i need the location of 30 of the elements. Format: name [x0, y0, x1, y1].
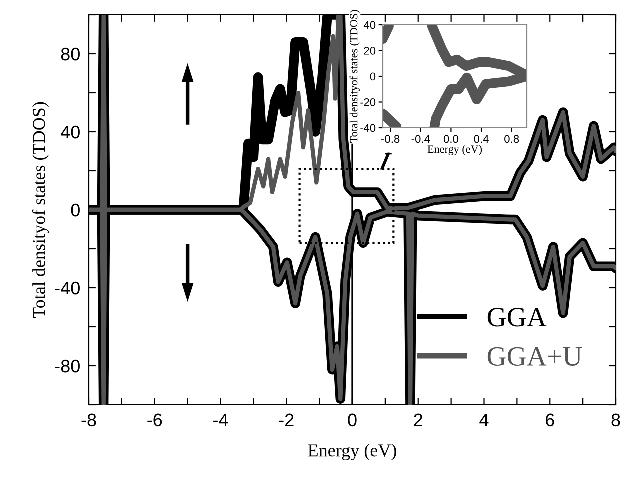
- y-axis-title: Total densityof states (TDOS): [32, 102, 50, 318]
- y-tick-label: 40: [61, 126, 80, 139]
- x-tick-label: 4: [480, 414, 489, 426]
- x-tick-label: -6: [148, 414, 162, 427]
- y-tick-label: 80: [61, 48, 80, 61]
- x-tick-label: -0.4: [412, 135, 430, 144]
- legend-label: GGA: [488, 308, 547, 327]
- x-tick-label: -4: [214, 414, 228, 426]
- x-axis-title: Energy (eV): [308, 444, 396, 460]
- x-tick-label: 0.8: [504, 135, 520, 144]
- y-tick-label: -40: [360, 124, 376, 132]
- y-tick-label: 40: [364, 21, 376, 30]
- y-tick-label: 0: [370, 72, 376, 81]
- y-tick-label: -80: [55, 360, 80, 373]
- x-tick-label: 0.0: [444, 135, 458, 144]
- x-tick-label: -2: [279, 414, 294, 426]
- x-tick-label: 2: [414, 414, 422, 426]
- x-tick-label: 0: [348, 414, 357, 427]
- y-tick-label: 20: [364, 47, 376, 55]
- legend-label: GGA+U: [488, 347, 582, 366]
- x-tick-label: -0.8: [382, 135, 400, 144]
- y-tick-label: -40: [55, 282, 80, 295]
- x-tick-label: 0.4: [474, 135, 489, 144]
- y-tick-label: 0: [71, 204, 80, 217]
- x-axis-title: Energy (eV): [428, 145, 482, 156]
- x-tick-label: 6: [546, 414, 554, 427]
- x-tick-label: -8: [82, 414, 96, 427]
- y-tick-label: -20: [360, 98, 376, 106]
- y-axis-title: Total densityof states (TDOS): [350, 10, 360, 144]
- x-tick-label: 8: [612, 414, 620, 427]
